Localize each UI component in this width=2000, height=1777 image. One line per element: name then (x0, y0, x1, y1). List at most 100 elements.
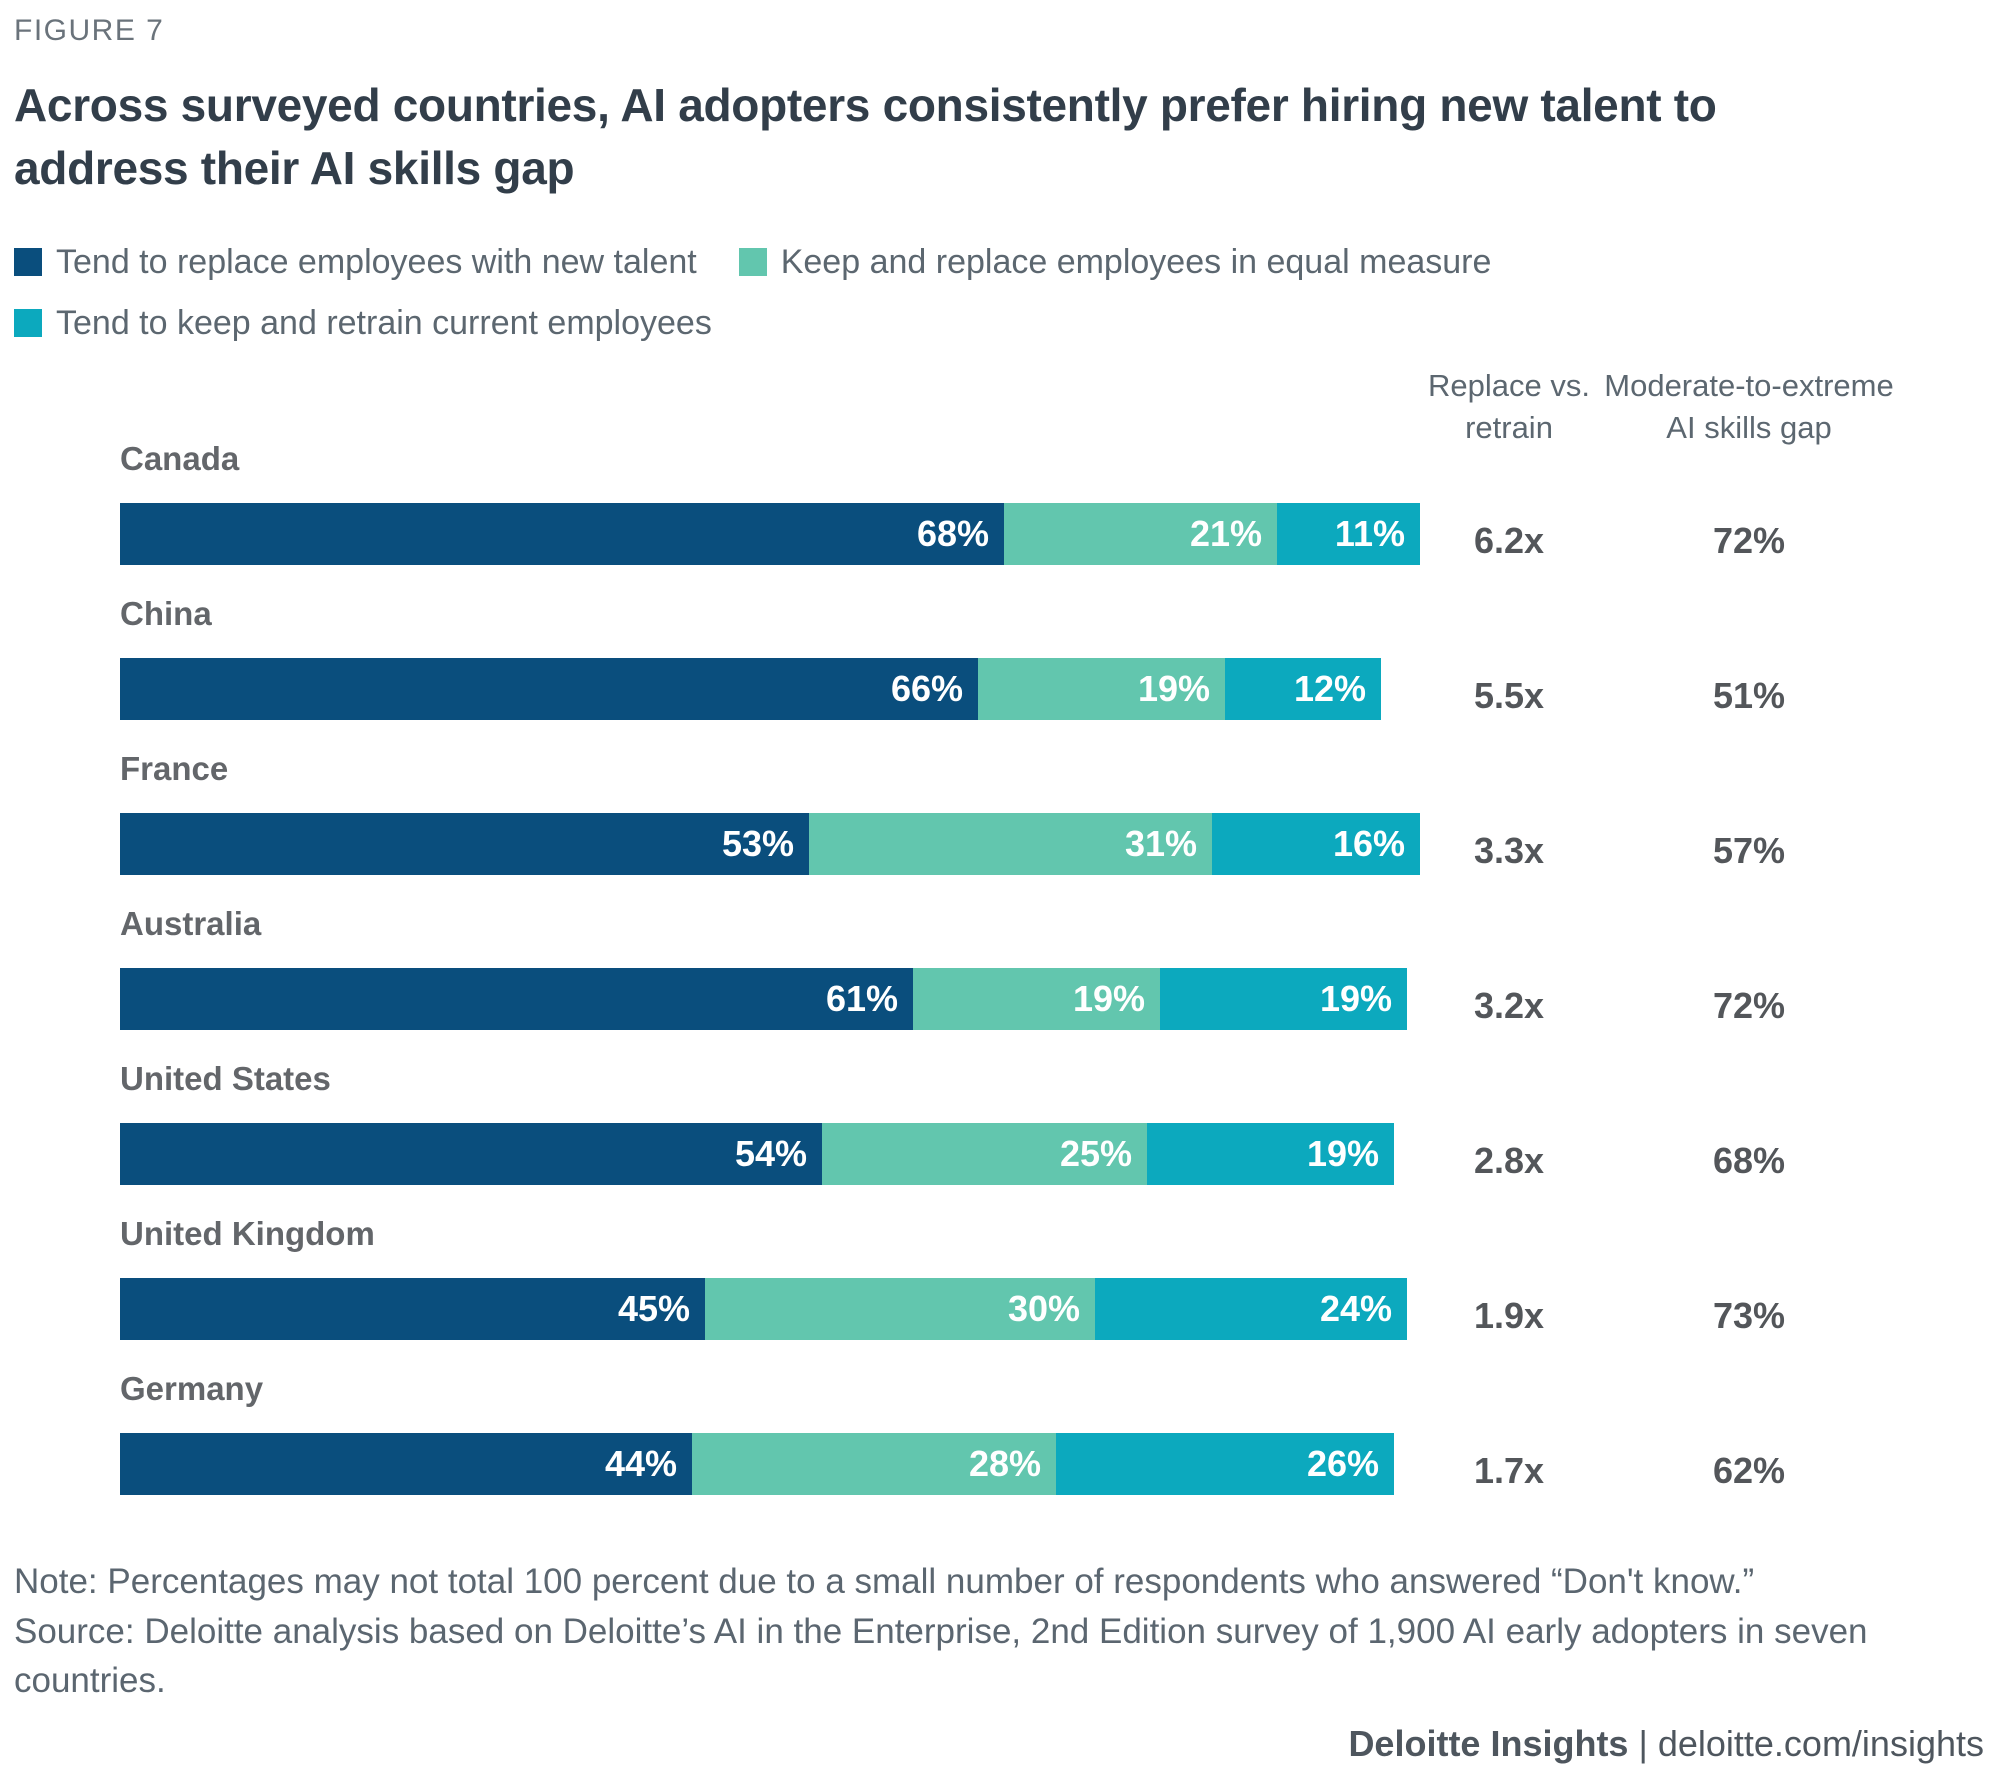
segment-value: 54% (734, 1132, 807, 1174)
legend-swatch-replace (14, 248, 42, 277)
segment-value: 21% (1189, 512, 1262, 554)
country-label: China (120, 594, 212, 632)
replace-vs-retrain-value: 6.2x (1473, 519, 1545, 561)
footer-brand: Deloitte Insights (1348, 1723, 1629, 1764)
stacked-bar: 45% 30% 24% (120, 1277, 1420, 1340)
bar-segment-equal: 31% (809, 812, 1212, 875)
segment-value: 25% (1059, 1132, 1132, 1174)
segment-value: 68% (916, 512, 989, 554)
segment-value: 16% (1332, 822, 1405, 864)
stacked-bar: 54% 25% 19% (120, 1122, 1420, 1185)
skills-gap-value: 57% (1712, 829, 1786, 871)
stacked-bar: 44% 28% 26% (120, 1432, 1420, 1495)
bar-segment-retrain: 19% (1147, 1122, 1394, 1185)
segment-value: 61% (825, 977, 898, 1019)
country-label: United States (120, 1059, 331, 1097)
country-label: Australia (120, 904, 262, 942)
bar-segment-retrain: 12% (1225, 657, 1381, 720)
note-text: Note: Percentages may not total 100 perc… (14, 1561, 1755, 1601)
country-row: United States 54% 25% 19% 2.8x 68% (14, 1060, 1986, 1215)
skills-gap-value: 51% (1712, 674, 1786, 716)
skills-gap-value: 72% (1712, 984, 1786, 1026)
legend-label-equal: Keep and replace employees in equal meas… (780, 242, 1492, 281)
bar-segment-equal: 28% (692, 1432, 1056, 1495)
bar-segment-equal: 19% (978, 657, 1225, 720)
bar-segment-replace: 54% (120, 1122, 822, 1185)
bar-segment-equal: 25% (822, 1122, 1147, 1185)
replace-vs-retrain-value: 1.9x (1473, 1294, 1545, 1336)
bar-segment-replace: 53% (120, 812, 809, 875)
bar-segment-replace: 66% (120, 657, 978, 720)
bar-segment-replace: 44% (120, 1432, 692, 1495)
segment-value: 11% (1334, 512, 1405, 554)
bar-segment-retrain: 26% (1056, 1432, 1394, 1495)
segment-value: 12% (1293, 667, 1366, 709)
skills-gap-value: 68% (1712, 1139, 1786, 1181)
stacked-bar: 66% 19% 12% (120, 657, 1420, 720)
segment-value: 24% (1319, 1287, 1392, 1329)
stacked-bar: 53% 31% 16% (120, 812, 1420, 875)
bar-segment-retrain: 24% (1095, 1277, 1407, 1340)
legend-item-equal: Keep and replace employees in equal meas… (738, 242, 1492, 282)
footer-separator: | (1628, 1723, 1658, 1764)
bar-segment-equal: 30% (705, 1277, 1095, 1340)
footer-url[interactable]: deloitte.com/insights (1657, 1723, 1984, 1764)
segment-value: 53% (721, 822, 794, 864)
segment-value: 19% (1137, 667, 1210, 709)
country-label: Canada (120, 439, 240, 477)
segment-value: 26% (1306, 1442, 1379, 1484)
country-row: Germany 44% 28% 26% 1.7x 62% (14, 1370, 1986, 1525)
source-text: Source: Deloitte analysis based on Deloi… (14, 1611, 1868, 1701)
skills-gap-value: 62% (1712, 1449, 1786, 1491)
bar-segment-retrain: 16% (1212, 812, 1420, 875)
footer: Deloitte Insights | deloitte.com/insight… (1348, 1723, 1984, 1765)
legend-item-replace: Tend to replace employees with new talen… (14, 243, 697, 282)
legend-swatch-retrain (14, 309, 42, 338)
bar-segment-equal: 19% (913, 967, 1160, 1030)
legend: Tend to replace employees with new talen… (14, 243, 1734, 343)
figure-title: Across surveyed countries, AI adopters c… (14, 79, 1717, 195)
segment-value: 45% (617, 1287, 690, 1329)
country-row: China 66% 19% 12% 5.5x 51% (14, 595, 1986, 750)
stacked-bar: 61% 19% 19% (120, 967, 1420, 1030)
figure-number-label: FIGURE 7 (14, 14, 165, 47)
segment-value: 19% (1072, 977, 1145, 1019)
legend-item-retrain: Tend to keep and retrain current employe… (14, 304, 712, 343)
legend-label-replace: Tend to replace employees with new talen… (56, 242, 697, 281)
column-header-replace-vs-retrain: Replace vs. retrain (1428, 367, 1590, 445)
skills-gap-value: 72% (1712, 519, 1786, 561)
segment-value: 66% (890, 667, 963, 709)
country-row: Australia 61% 19% 19% 3.2x 72% (14, 905, 1986, 1060)
bar-segment-replace: 45% (120, 1277, 705, 1340)
note-block: Note: Percentages may not total 100 perc… (14, 1557, 1894, 1706)
bar-segment-replace: 61% (120, 967, 913, 1030)
segment-value: 30% (1007, 1287, 1080, 1329)
skills-gap-value: 73% (1712, 1294, 1786, 1336)
country-row: United Kingdom 45% 30% 24% 1.9x 73% (14, 1215, 1986, 1370)
legend-label-retrain: Tend to keep and retrain current employe… (56, 303, 712, 342)
bar-segment-replace: 68% (120, 502, 1004, 565)
replace-vs-retrain-value: 3.3x (1473, 829, 1545, 871)
legend-swatch-equal (738, 248, 767, 277)
segment-value: 31% (1124, 822, 1197, 864)
bar-segment-retrain: 19% (1160, 967, 1407, 1030)
country-label: United Kingdom (120, 1214, 375, 1252)
bar-segment-retrain: 11% (1277, 502, 1420, 565)
bar-segment-equal: 21% (1004, 502, 1277, 565)
country-label: Germany (120, 1369, 264, 1407)
country-row: Canada 68% 21% 11% 6.2x 72% (14, 440, 1986, 595)
replace-vs-retrain-value: 2.8x (1473, 1139, 1545, 1181)
country-row: France 53% 31% 16% 3.3x 57% (14, 750, 1986, 905)
stacked-bar: 68% 21% 11% (120, 502, 1420, 565)
replace-vs-retrain-value: 5.5x (1473, 674, 1545, 716)
segment-value: 19% (1306, 1132, 1379, 1174)
country-label: France (120, 749, 229, 787)
replace-vs-retrain-value: 1.7x (1473, 1449, 1545, 1491)
stacked-bar-chart: Replace vs. retrain Moderate-to-extreme … (14, 365, 1986, 1505)
replace-vs-retrain-value: 3.2x (1473, 984, 1545, 1026)
segment-value: 28% (968, 1442, 1041, 1484)
segment-value: 19% (1319, 977, 1392, 1019)
segment-value: 44% (604, 1442, 677, 1484)
column-header-skills-gap: Moderate-to-extreme AI skills gap (1604, 367, 1894, 445)
